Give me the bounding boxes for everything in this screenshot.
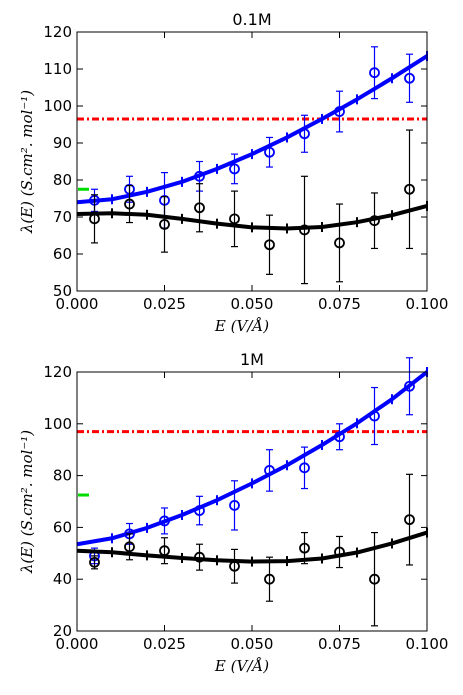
y-tick-label: 60 xyxy=(53,245,72,263)
panel-2: 1M 0.000 0.025 0.050 0.075 0.100 20 40 60 80 100 12… xyxy=(18,350,448,675)
data-point xyxy=(404,380,415,392)
y-tick-label: 90 xyxy=(53,134,72,152)
data-point xyxy=(369,67,380,79)
data-point xyxy=(404,72,415,84)
data-point xyxy=(299,224,310,236)
x-tick-label: 0.025 xyxy=(143,635,186,653)
data-point xyxy=(159,545,170,557)
x-axis-label: E (V/Å) xyxy=(214,657,269,675)
data-point xyxy=(369,573,380,585)
chart-title: 0.1M xyxy=(232,10,271,29)
y-tick-label: 120 xyxy=(43,23,72,41)
data-point xyxy=(334,237,345,249)
data-point xyxy=(334,106,345,117)
data-point xyxy=(334,546,345,558)
data-point xyxy=(299,128,310,140)
x-tick-label: 0.000 xyxy=(56,295,99,313)
x-tick-label: 0.075 xyxy=(318,635,361,653)
y-tick-label: 80 xyxy=(53,467,72,485)
y-tick-label: 100 xyxy=(43,415,72,433)
x-tick-label: 0.025 xyxy=(143,295,186,313)
blue-series xyxy=(76,357,429,565)
data-point xyxy=(369,215,380,227)
data-point xyxy=(229,163,240,175)
y-tick-label: 40 xyxy=(53,570,72,588)
x-tick-label: 0.050 xyxy=(231,295,274,313)
y-tick-label: 70 xyxy=(53,208,72,226)
data-point xyxy=(159,218,170,230)
data-point xyxy=(264,239,275,251)
data-point xyxy=(369,410,380,422)
x-tick-label: 0.075 xyxy=(318,295,361,313)
data-point xyxy=(229,499,240,511)
y-axis-label: λ(E) (S.cm². mol⁻¹) xyxy=(18,90,36,234)
x-tick-label: 0.050 xyxy=(231,635,274,653)
panel-1: 0.1M 0.000 0.025 0.050 0.075 0.100 50 60 70 80 90 1… xyxy=(18,10,448,335)
x-tick-label: 0.000 xyxy=(56,635,99,653)
data-point xyxy=(404,514,415,526)
data-point xyxy=(299,542,310,554)
data-point xyxy=(194,505,205,516)
data-point xyxy=(89,556,100,568)
data-point xyxy=(229,213,240,225)
y-tick-label: 60 xyxy=(53,518,72,536)
y-tick-label: 20 xyxy=(53,622,72,640)
data-point xyxy=(194,551,205,563)
data-point xyxy=(264,573,275,585)
data-point xyxy=(124,198,135,210)
y-tick-label: 50 xyxy=(53,282,72,300)
data-point xyxy=(159,515,170,527)
black-series xyxy=(76,473,428,627)
data-point xyxy=(194,170,205,182)
x-tick-label: 0.100 xyxy=(406,635,449,653)
data-point xyxy=(404,183,415,195)
x-tick-label: 0.100 xyxy=(406,295,449,313)
data-point xyxy=(89,213,100,225)
y-axis-label: λ(E) (S.cm². mol⁻¹) xyxy=(18,430,36,574)
y-tick-label: 80 xyxy=(53,171,72,189)
chart-title: 1M xyxy=(240,350,264,369)
x-axis-label: E (V/Å) xyxy=(214,317,269,335)
data-point xyxy=(264,146,275,158)
data-point xyxy=(124,541,135,553)
data-point xyxy=(334,431,345,443)
y-tick-label: 100 xyxy=(43,97,72,115)
data-point xyxy=(229,560,240,572)
data-point xyxy=(264,465,275,476)
black-series xyxy=(76,129,428,285)
data-point xyxy=(299,462,310,474)
y-tick-label: 110 xyxy=(43,60,72,78)
y-tick-label: 120 xyxy=(43,363,72,381)
data-point xyxy=(194,202,205,214)
